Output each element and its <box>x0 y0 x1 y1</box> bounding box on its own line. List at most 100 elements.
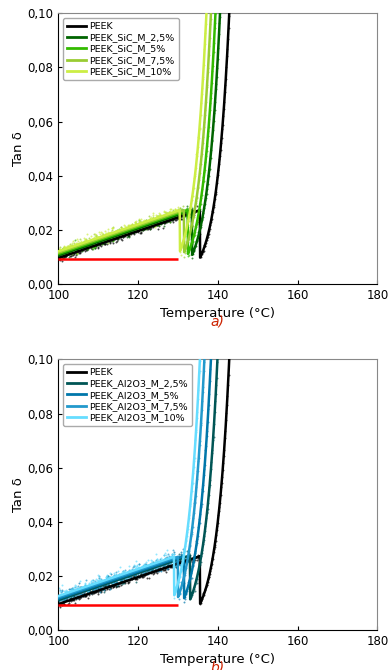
Point <box>195 530 201 541</box>
Point <box>171 213 177 224</box>
Point <box>198 596 204 607</box>
Point <box>76 586 82 596</box>
Point <box>135 226 141 237</box>
Point <box>115 229 121 240</box>
Point <box>100 576 107 586</box>
Point <box>86 587 93 598</box>
Point <box>60 243 66 254</box>
Point <box>85 586 91 596</box>
Point <box>121 571 127 582</box>
Point <box>64 249 70 260</box>
Point <box>159 212 166 223</box>
Point <box>98 236 104 247</box>
Point <box>242 340 248 351</box>
Point <box>193 222 199 232</box>
Point <box>157 563 163 574</box>
Point <box>84 586 90 596</box>
Point <box>133 566 139 577</box>
Point <box>206 572 212 583</box>
Point <box>92 583 98 594</box>
Point <box>126 230 132 241</box>
Point <box>118 232 124 243</box>
Point <box>167 204 173 214</box>
Point <box>243 340 249 351</box>
Point <box>146 218 152 229</box>
Point <box>69 584 75 595</box>
Point <box>96 236 102 247</box>
Point <box>80 582 86 592</box>
Point <box>105 578 111 588</box>
Point <box>178 206 184 216</box>
Point <box>179 241 185 252</box>
Point <box>145 215 152 226</box>
Point <box>145 215 151 226</box>
Point <box>202 521 209 531</box>
Point <box>151 568 157 579</box>
Point <box>113 228 119 239</box>
Point <box>79 241 85 252</box>
Point <box>142 559 148 570</box>
Point <box>138 219 145 230</box>
Point <box>92 578 98 589</box>
Point <box>78 589 84 600</box>
Point <box>201 340 207 351</box>
Point <box>68 588 74 599</box>
Point <box>165 554 172 565</box>
Point <box>100 579 106 590</box>
Point <box>231 0 237 5</box>
Point <box>120 226 126 237</box>
Point <box>62 248 68 259</box>
Point <box>177 207 183 218</box>
Point <box>209 340 216 351</box>
Point <box>211 0 217 5</box>
Point <box>69 594 75 605</box>
Point <box>171 210 177 221</box>
Point <box>243 0 249 5</box>
Point <box>168 554 174 565</box>
Point <box>180 551 187 562</box>
Point <box>55 593 61 604</box>
Point <box>194 555 200 565</box>
Point <box>106 580 112 590</box>
Point <box>224 340 231 351</box>
Point <box>240 340 247 351</box>
Point <box>160 555 166 566</box>
Point <box>144 562 150 573</box>
Point <box>196 205 202 216</box>
Point <box>179 210 186 221</box>
Point <box>234 340 240 351</box>
Point <box>147 564 154 575</box>
Point <box>112 231 118 242</box>
Point <box>57 245 63 255</box>
Point <box>225 0 231 5</box>
Point <box>112 229 118 240</box>
Point <box>107 237 114 248</box>
Point <box>92 578 98 589</box>
Point <box>155 563 161 574</box>
Point <box>237 340 243 351</box>
Point <box>94 235 100 246</box>
Point <box>119 228 125 239</box>
Point <box>124 566 130 577</box>
Point <box>186 205 193 216</box>
Point <box>149 563 155 574</box>
Point <box>123 574 129 584</box>
Point <box>213 0 219 5</box>
Point <box>240 0 247 5</box>
Point <box>56 243 63 254</box>
Point <box>165 549 171 559</box>
Point <box>221 0 227 5</box>
Point <box>237 340 243 351</box>
Point <box>121 578 128 588</box>
Point <box>116 227 123 238</box>
Point <box>129 222 135 232</box>
Point <box>109 222 115 233</box>
Point <box>117 572 123 582</box>
Point <box>172 204 178 214</box>
Point <box>161 559 168 570</box>
Point <box>187 540 193 551</box>
Point <box>186 510 192 521</box>
Point <box>80 237 86 247</box>
Point <box>166 216 173 227</box>
Point <box>171 208 177 219</box>
